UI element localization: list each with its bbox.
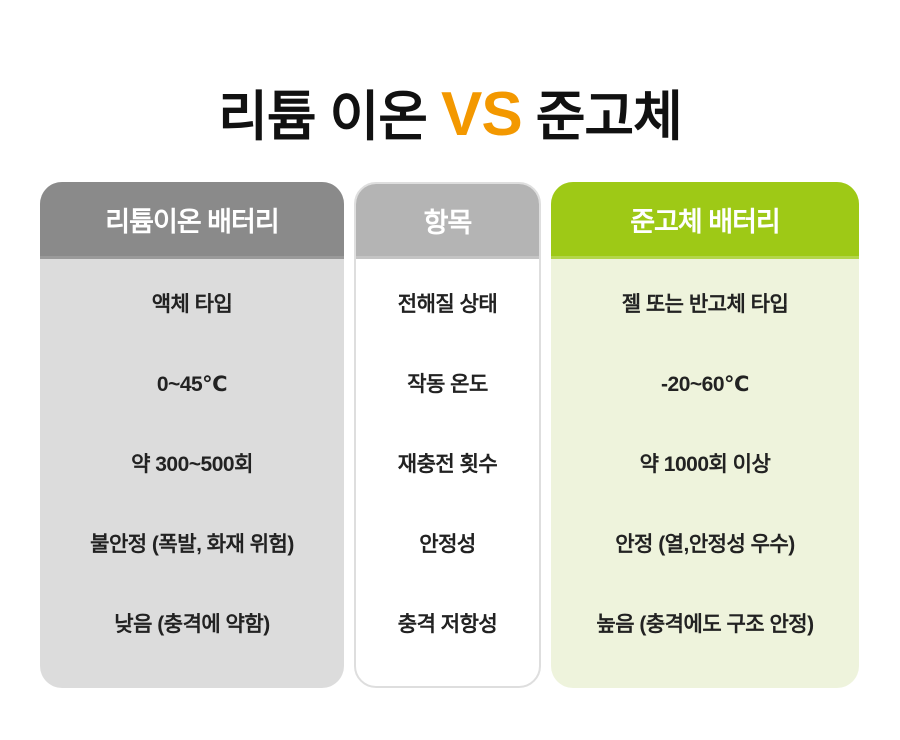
semi-solid-electrolyte: 젤 또는 반고체 타입 [621,293,789,316]
item-impact-resistance: 충격 저항성 [397,613,498,636]
semi-solid-recharge-cycles: 약 1000회 이상 [639,453,771,476]
item-column: 항목 전해질 상태 작동 온도 재충전 횟수 안정성 충격 저항성 [354,182,541,688]
semi-solid-impact-resistance: 높음 (충격에도 구조 안정) [596,613,814,636]
title-vs: VS [440,80,523,149]
item-electrolyte: 전해질 상태 [397,293,498,316]
semi-solid-column: 준고체 배터리 젤 또는 반고체 타입 -20~60℃ 약 1000회 이상 안… [551,182,859,688]
lithium-ion-column: 리튬이온 배터리 액체 타입 0~45℃ 약 300~500회 불안정 (폭발,… [40,182,344,688]
lithium-temperature: 0~45℃ [156,373,228,396]
lithium-electrolyte: 액체 타입 [151,293,233,316]
semi-solid-header: 준고체 배터리 [551,182,859,259]
semi-solid-temperature: -20~60℃ [661,373,749,396]
lithium-recharge-cycles: 약 300~500회 [131,453,253,476]
lithium-stability: 불안정 (폭발, 화재 위험) [90,533,294,556]
item-recharge-cycles: 재충전 횟수 [397,453,498,476]
item-stability: 안정성 [419,533,476,556]
title-lithium-ion: 리튬 이온 [218,87,428,147]
title-semi-solid: 준고체 [535,87,683,147]
lithium-ion-header: 리튬이온 배터리 [40,182,344,259]
semi-solid-stability: 안정 (열,안정성 우수) [615,533,795,556]
page-title: 리튬 이온 VS 준고체 [0,72,900,151]
lithium-impact-resistance: 낮음 (충격에 약함) [114,613,270,636]
item-temperature: 작동 온도 [407,373,488,396]
item-header: 항목 [356,184,539,259]
